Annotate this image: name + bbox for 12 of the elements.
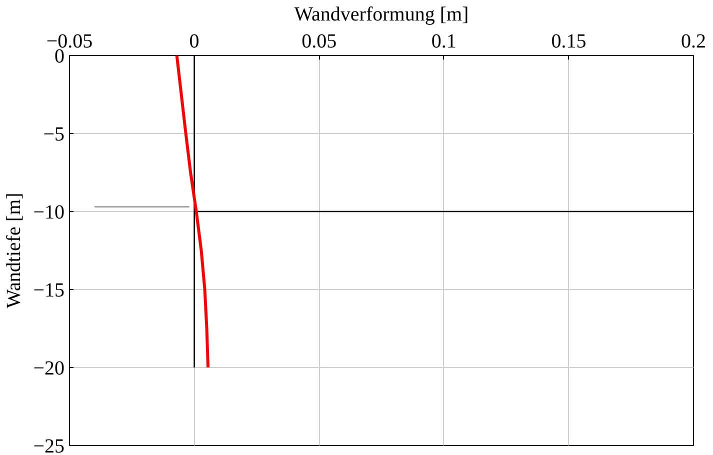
y-axis-title: Wandtiefe [m] — [3, 192, 26, 308]
y-tick-label: −20 — [33, 358, 64, 380]
y-tick-label: −15 — [33, 280, 64, 302]
y-tick-label: −10 — [33, 202, 64, 224]
x-tick-label: 0.05 — [302, 30, 337, 52]
x-tick-label: 0.15 — [551, 30, 586, 52]
x-tick-label: 0.1 — [431, 30, 456, 52]
y-tick-label: −5 — [43, 124, 64, 146]
x-axis-title: Wandverformung [m] — [294, 4, 469, 26]
y-tick-label: −25 — [33, 436, 64, 455]
x-tick-label: 0 — [189, 30, 200, 52]
x-tick-label: 0.2 — [681, 30, 706, 52]
